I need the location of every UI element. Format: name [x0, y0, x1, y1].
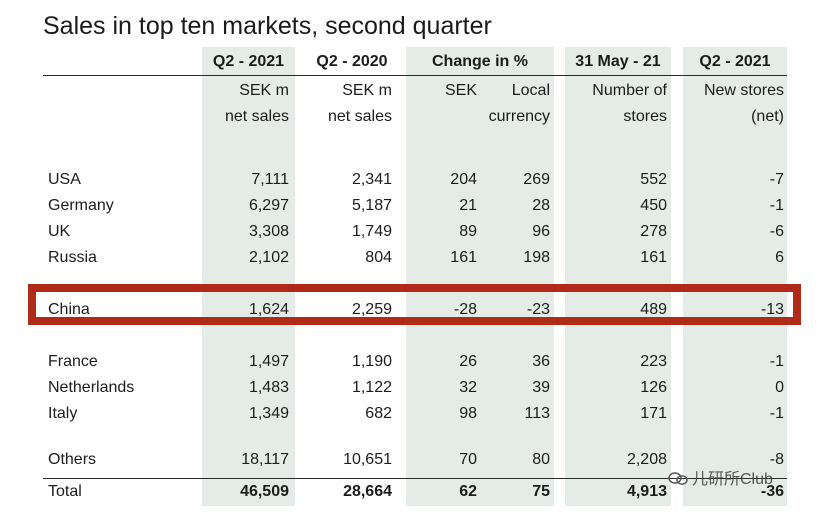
row-others-stores: 2,208 [626, 451, 667, 468]
row-italy-change-local: 113 [524, 405, 550, 422]
subheader-new-line1: New stores [703, 82, 784, 99]
row-france-stores: 223 [640, 353, 667, 370]
row-others-market: Others [48, 451, 97, 468]
header-change: Change in % [431, 53, 528, 70]
header-q2-2021: Q2 - 2021 [212, 53, 285, 70]
row-total-change-local: 75 [532, 483, 550, 500]
page-title: Sales in top ten markets, second quarter [43, 12, 492, 40]
row-russia-sales-2021: 2,102 [248, 249, 289, 266]
row-france-change-sek: 26 [459, 353, 477, 370]
row-usa-stores: 552 [640, 171, 667, 188]
row-china-stores: 489 [640, 301, 667, 318]
row-netherlands-market: Netherlands [48, 379, 135, 396]
row-russia-change-sek: 161 [450, 249, 477, 266]
subheader-stores-line2: stores [623, 108, 667, 125]
row-russia-stores: 161 [640, 249, 667, 266]
row-others-sales-2021: 18,117 [241, 451, 289, 468]
row-france-market: France [48, 353, 98, 370]
column-band-new-stores [683, 47, 787, 506]
row-others-sales-2020: 10,651 [343, 451, 392, 468]
row-italy-market: Italy [48, 405, 78, 422]
subheader-sek: SEK [444, 82, 477, 99]
header-31-may-21: 31 May - 21 [575, 53, 661, 70]
watermark-text: 儿研所Club [692, 471, 773, 488]
row-total-change-sek: 62 [459, 483, 477, 500]
total-rule [43, 478, 787, 479]
column-band-change [406, 47, 554, 506]
row-usa-market: USA [48, 171, 81, 188]
row-usa-sales-2021: 7,111 [251, 171, 289, 188]
subheader-sales21-line2: net sales [224, 108, 289, 125]
row-uk-market: UK [48, 223, 71, 240]
column-band-stores [565, 47, 671, 506]
china-highlight-frame [28, 284, 801, 325]
row-uk-sales-2020: 1,749 [351, 223, 392, 240]
subheader-sales20-line1: SEK m [342, 82, 392, 99]
row-usa-change-local: 269 [523, 171, 550, 188]
header-q2-2021-stores: Q2 - 2021 [699, 53, 771, 70]
row-italy-sales-2020: 682 [365, 405, 392, 422]
row-france-change-local: 36 [532, 353, 550, 370]
header-q2-2020: Q2 - 2020 [316, 53, 388, 70]
row-china-change-local: -23 [526, 301, 550, 318]
row-russia-change-local: 198 [523, 249, 550, 266]
row-china-market: China [48, 301, 90, 318]
row-usa-change-sek: 204 [450, 171, 477, 188]
subheader-sales21-line1: SEK m [239, 82, 289, 99]
row-germany-sales-2021: 6,297 [248, 197, 289, 214]
subheader-new-line2: (net) [751, 108, 784, 125]
row-others-change-local: 80 [532, 451, 550, 468]
row-others-change-sek: 70 [459, 451, 477, 468]
row-france-new-stores: -1 [769, 353, 784, 370]
chat-bubble-icon [668, 472, 688, 485]
header-rule [43, 75, 787, 76]
row-germany-new-stores: -1 [769, 197, 784, 214]
row-china-change-sek: -28 [453, 301, 477, 318]
row-netherlands-new-stores: 0 [775, 379, 784, 396]
row-germany-change-local: 28 [532, 197, 550, 214]
row-usa-sales-2020: 2,341 [351, 171, 392, 188]
row-netherlands-change-local: 39 [532, 379, 550, 396]
row-germany-sales-2020: 5,187 [351, 197, 392, 214]
row-uk-change-local: 96 [532, 223, 550, 240]
subheader-sales20-line2: net sales [327, 108, 392, 125]
row-netherlands-stores: 126 [640, 379, 667, 396]
row-italy-new-stores: -1 [769, 405, 784, 422]
row-total-sales-2020: 28,664 [343, 483, 392, 500]
row-russia-new-stores: 6 [775, 249, 784, 266]
row-netherlands-change-sek: 32 [459, 379, 477, 396]
row-total-stores: 4,913 [626, 483, 667, 500]
row-uk-new-stores: -6 [769, 223, 784, 240]
row-netherlands-sales-2021: 1,483 [248, 379, 289, 396]
subheader-local-line1: Local [511, 82, 550, 99]
row-russia-sales-2020: 804 [365, 249, 392, 266]
row-uk-change-sek: 89 [459, 223, 477, 240]
row-russia-market: Russia [48, 249, 97, 266]
subheader-stores-line1: Number of [592, 82, 667, 99]
row-uk-sales-2021: 3,308 [248, 223, 289, 240]
row-others-new-stores: -8 [769, 451, 784, 468]
row-china-sales-2020: 2,259 [351, 301, 392, 318]
row-total-new-stores: -36 [760, 483, 784, 500]
row-usa-new-stores: -7 [769, 171, 784, 188]
row-netherlands-sales-2020: 1,122 [351, 379, 392, 396]
row-italy-change-sek: 98 [459, 405, 477, 422]
row-china-sales-2021: 1,624 [248, 301, 289, 318]
row-germany-market: Germany [48, 197, 114, 214]
row-total-sales-2021: 46,509 [240, 483, 289, 500]
row-uk-stores: 278 [640, 223, 667, 240]
row-france-sales-2020: 1,190 [351, 353, 392, 370]
column-band-q2-2021 [202, 47, 295, 506]
row-total-market: Total [48, 483, 82, 500]
row-france-sales-2021: 1,497 [248, 353, 289, 370]
row-china-new-stores: -13 [760, 301, 784, 318]
row-germany-stores: 450 [640, 197, 667, 214]
row-italy-sales-2021: 1,349 [248, 405, 289, 422]
row-germany-change-sek: 21 [459, 197, 477, 214]
watermark: 儿研所Club [668, 465, 773, 489]
subheader-local-line2: currency [488, 108, 550, 125]
row-italy-stores: 171 [640, 405, 667, 422]
